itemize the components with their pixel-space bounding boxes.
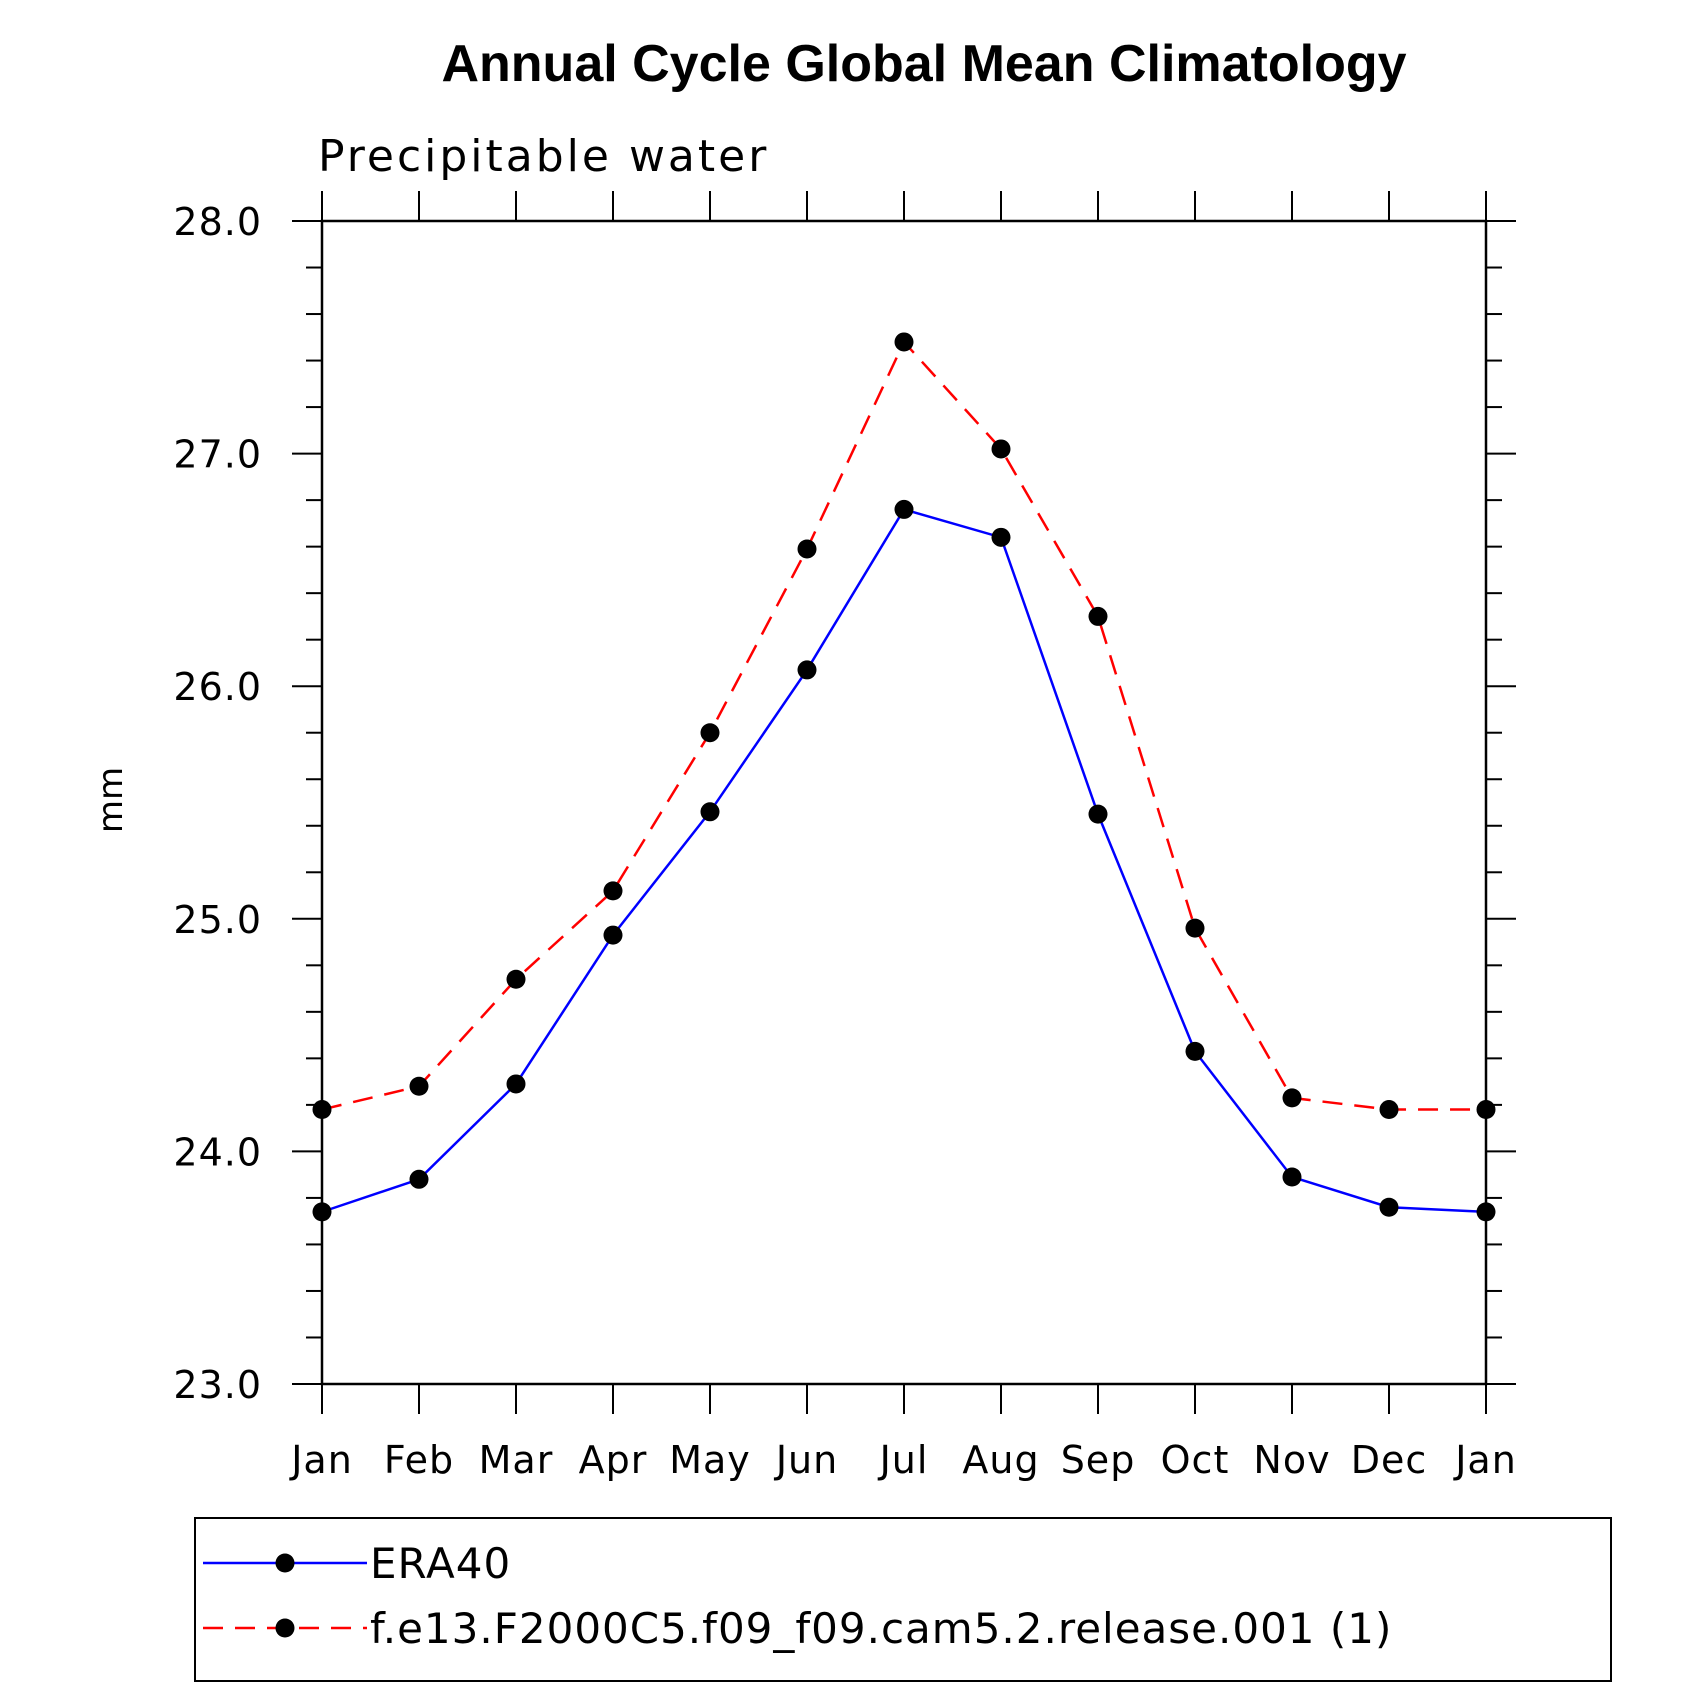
legend-label-1: f.e13.F2000C5.f09_f09.cam5.2.release.001… — [370, 1604, 1392, 1653]
series-0-point — [506, 1074, 526, 1094]
y-tick-label: 27.0 — [173, 433, 262, 477]
y-tick-label: 23.0 — [173, 1363, 262, 1407]
y-tick-label: 25.0 — [173, 898, 262, 942]
series-line-0 — [321, 507, 1487, 1214]
chart-title: Annual Cycle Global Mean Climatology — [441, 35, 1406, 93]
legend-box — [194, 1517, 1612, 1682]
series-1-point — [312, 1100, 332, 1120]
series-0-point — [797, 660, 817, 680]
series-0-point — [1185, 1041, 1205, 1061]
x-tick-label: Oct — [1161, 1438, 1230, 1482]
legend-label-0: ERA40 — [370, 1539, 511, 1588]
x-tick-label: Jan — [1453, 1438, 1517, 1482]
series-0-point — [1476, 1202, 1496, 1222]
series-1-point — [1476, 1100, 1496, 1120]
series-1-point — [506, 969, 526, 989]
x-tick-label: Dec — [1351, 1438, 1428, 1482]
legend-marker-1 — [275, 1618, 295, 1638]
x-tick-label: Jul — [878, 1438, 929, 1482]
x-tick-label: Nov — [1253, 1438, 1330, 1482]
series-0-point — [1282, 1167, 1302, 1187]
legend-marker-0 — [275, 1553, 295, 1573]
series-1-point — [409, 1076, 429, 1096]
series-layer — [312, 332, 1496, 1222]
series-0-point — [991, 527, 1011, 547]
x-tick-label: May — [669, 1438, 751, 1482]
y-tick-label: 26.0 — [173, 665, 262, 709]
y-tick-label: 28.0 — [173, 200, 262, 244]
x-tick-label: Jan — [289, 1438, 353, 1482]
series-0-point — [894, 499, 914, 519]
series-0-point — [1379, 1197, 1399, 1217]
series-1-point — [1088, 606, 1108, 626]
series-1-point — [1185, 918, 1205, 938]
series-1-point — [991, 439, 1011, 459]
y-axis-ticks: 23.0 24.0 25.0 26.0 27.0 28.0 — [173, 200, 1516, 1407]
series-1-point — [700, 723, 720, 743]
series-1-point — [797, 539, 817, 559]
x-tick-label: Sep — [1061, 1438, 1136, 1482]
chart-subtitle: Precipitable water — [318, 131, 769, 182]
y-tick-label: 24.0 — [173, 1130, 262, 1174]
series-line-1 — [321, 339, 1486, 1111]
legend: ERA40 f.e13.F2000C5.f09_f09.cam5.2.releas… — [203, 1539, 1392, 1653]
x-tick-label: Mar — [479, 1438, 554, 1482]
series-0-point — [700, 802, 720, 822]
x-tick-label: Aug — [962, 1438, 1039, 1482]
x-tick-label: Jun — [774, 1438, 838, 1482]
series-1-point — [603, 881, 623, 901]
series-0-point — [603, 925, 623, 945]
series-0-point — [1088, 804, 1108, 824]
x-tick-label: Feb — [384, 1438, 454, 1482]
series-0-point — [312, 1202, 332, 1222]
plot-frame — [320, 219, 1488, 1386]
x-tick-label: Apr — [579, 1438, 648, 1482]
series-1-point — [1379, 1100, 1399, 1120]
x-axis-ticks: Jan Feb Mar Apr May Jun Jul Aug Sep Oct Nov Dec Jan — [289, 191, 1517, 1482]
y-axis-label: mm — [91, 767, 131, 833]
series-1-point — [894, 332, 914, 352]
series-1-point — [1282, 1088, 1302, 1108]
series-0-point — [409, 1169, 429, 1189]
